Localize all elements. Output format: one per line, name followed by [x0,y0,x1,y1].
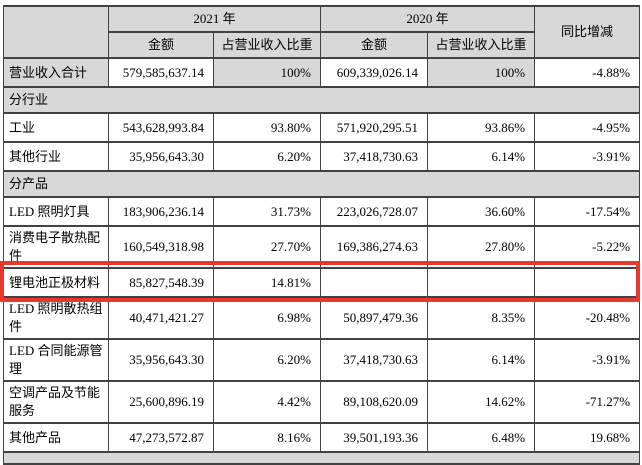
column-header-yoy: 同比增减 [534,5,641,59]
column-group-2020: 2020 年 [320,5,536,33]
table-row: LED 照明散热组件 40,471,421.27 6.98% 50,897,47… [3,296,641,340]
amount-2021-cell: 579,585,637.14 [108,57,214,88]
row-label: 锂电池正极材料 [3,267,109,298]
ratio-2020-cell: 6.48% [427,422,536,453]
row-label: 营业收入合计 [3,57,109,88]
table-row: 消费电子散热配件 160,549,318.98 27.70% 169,386,2… [3,225,641,269]
row-label: 工业 [3,112,109,143]
ratio-2021-cell: 6.20% [212,141,322,172]
row-label: 其他行业 [3,141,109,172]
ratio-2020-cell: 8.35% [427,296,536,340]
ratio-2020-cell: 27.80% [427,225,536,269]
ratio-2020-cell: 6.14% [427,338,536,382]
amount-2020-cell: 50,897,479.36 [320,296,429,340]
column-header-amount-2021: 金额 [108,31,214,59]
amount-2020-cell: 37,418,730.63 [320,141,429,172]
amount-2020-cell: 89,108,620.09 [320,380,429,424]
ratio-2020-cell: 36.60% [427,196,536,227]
section-row: 分行业 [2,86,641,114]
amount-2021-cell: 40,471,421.27 [108,296,214,340]
ratio-2021-cell: 6.20% [212,338,322,382]
table-row: 空调产品及节能服务 25,600,896.19 4.42% 89,108,620… [3,380,641,424]
row-label: 空调产品及节能服务 [3,380,109,424]
yoy-cell: -3.91% [534,338,641,382]
amount-2020-cell: 169,386,274.63 [320,225,429,269]
amount-2021-cell: 183,906,236.14 [108,196,214,227]
section-label: 分行业 [2,86,641,114]
header-row-years: 2021 年 2020 年 同比增减 [3,5,641,59]
amount-2020-cell [320,267,429,298]
amount-2021-cell: 35,956,643.30 [108,338,214,382]
ratio-2020-cell: 100% [427,57,536,88]
amount-2021-cell: 543,628,993.84 [108,112,214,143]
ratio-2020-cell: 6.14% [427,141,536,172]
corner-cell [3,5,109,59]
amount-2021-cell: 85,827,548.39 [108,267,214,298]
ratio-2021-cell: 8.16% [212,422,322,453]
row-label: 消费电子散热配件 [3,225,109,269]
yoy-cell: -3.91% [534,141,641,172]
row-label: LED 照明散热组件 [3,296,109,340]
amount-2020-cell: 571,920,295.51 [320,112,429,143]
table-row: LED 合同能源管理 35,956,643.30 6.20% 37,418,73… [3,338,641,382]
table-row: 工业 543,628,993.84 93.80% 571,920,295.51 … [3,112,641,143]
table-row: 营业收入合计 579,585,637.14 100% 609,339,026.1… [3,57,641,88]
yoy-cell: -17.54% [534,196,641,227]
section-row: 分产品 [2,170,641,198]
amount-2020-cell: 223,026,728.07 [320,196,429,227]
amount-2020-cell: 39,501,193.36 [320,422,429,453]
ratio-2020-cell [427,267,536,298]
table-row: 其他行业 35,956,643.30 6.20% 37,418,730.63 6… [3,141,641,172]
column-group-2021: 2021 年 [107,5,322,33]
column-header-ratio-2021: 占营业收入比重 [212,31,322,59]
yoy-cell: -5.22% [534,225,641,269]
row-label: LED 合同能源管理 [3,338,109,382]
ratio-2021-cell: 6.98% [212,296,322,340]
yoy-cell [534,267,641,298]
ratio-2021-cell: 4.42% [212,380,322,424]
amount-2020-cell: 609,339,026.14 [320,57,429,88]
yoy-cell: -4.88% [534,57,641,88]
amount-2021-cell: 47,273,572.87 [108,422,214,453]
next-row-partial [2,451,641,465]
table-row: 其他产品 47,273,572.87 8.16% 39,501,193.36 6… [3,422,641,453]
amount-2021-cell: 35,956,643.30 [108,141,214,172]
row-label: 其他产品 [3,422,109,453]
column-header-amount-2020: 金额 [320,31,429,59]
table-row: 锂电池正极材料 85,827,548.39 14.81% [3,267,641,298]
yoy-cell: 19.68% [534,422,641,453]
revenue-breakdown-table: 2021 年 2020 年 同比增减 金额 占营业收入比重 金额 占营业收入比重… [2,5,641,465]
amount-2021-cell: 25,600,896.19 [108,380,214,424]
section-label: 分产品 [2,170,641,198]
yoy-cell: -20.48% [534,296,641,340]
next-row-partial-cell [2,451,641,465]
ratio-2021-cell: 100% [212,57,322,88]
yoy-cell: -71.27% [534,380,641,424]
column-header-ratio-2020: 占营业收入比重 [427,31,536,59]
row-label: LED 照明灯具 [3,196,109,227]
ratio-2020-cell: 14.62% [427,380,536,424]
ratio-2021-cell: 14.81% [212,267,322,298]
amount-2021-cell: 160,549,318.98 [108,225,214,269]
ratio-2021-cell: 93.80% [212,112,322,143]
ratio-2021-cell: 27.70% [212,225,322,269]
amount-2020-cell: 37,418,730.63 [320,338,429,382]
yoy-cell: -4.95% [534,112,641,143]
ratio-2020-cell: 93.86% [427,112,536,143]
header-row-metrics: 金额 占营业收入比重 金额 占营业收入比重 [4,31,640,59]
table-row: LED 照明灯具 183,906,236.14 31.73% 223,026,7… [3,196,641,227]
ratio-2021-cell: 31.73% [212,196,322,227]
